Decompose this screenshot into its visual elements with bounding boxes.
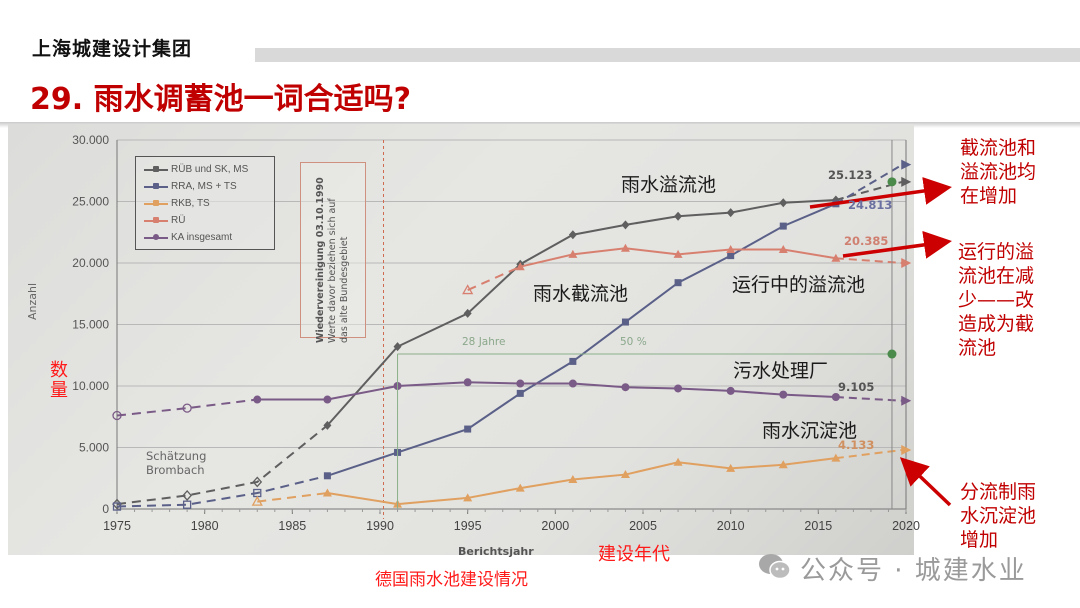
x-tick-label: 2020: [892, 519, 920, 533]
label-wwtp: 污水处理厂: [733, 360, 829, 382]
y-tick-label: 20.000: [72, 256, 109, 270]
x-tick-label: 1985: [278, 519, 306, 533]
label-operating-overflow: 运行中的溢流池: [732, 274, 866, 296]
value-label-rkb: 4.133: [838, 438, 875, 452]
chart-axes: 0 5.000 10.000 15.000 20.000 25.000 30.000 1975…: [72, 133, 920, 533]
x-tick-label: 1980: [191, 519, 219, 533]
span-percent-label: 50 %: [620, 336, 647, 348]
annotation-arrows: [809, 177, 952, 507]
y-axis-label-cn: 数量: [50, 360, 68, 401]
x-tick-label: 2000: [541, 519, 569, 533]
label-interception-basin: 雨水截流池: [533, 283, 629, 305]
reunification-text-3: das alte Bundesgebiet: [339, 236, 350, 343]
legend-item: KA insgesamt: [136, 229, 274, 246]
y-tick-label: 15.000: [72, 318, 109, 332]
chart-series: [112, 159, 912, 511]
legend-swatch-icon: [144, 199, 168, 206]
x-axis-label: Berichtsjahr: [458, 545, 534, 558]
side-note-increase: 截流池和 溢流池均 在增加: [960, 137, 1037, 207]
legend-item: RÜB und SK, MS: [136, 161, 274, 178]
span-years-label: 28 Jahre: [462, 336, 506, 348]
chart-legend: RÜB und SK, MS RRA, MS + TS RKB, TS RÜ KA in…: [135, 156, 275, 250]
reunification-text-2: Werte davor beziehen sich auf: [327, 198, 338, 343]
y-tick-label: 10.000: [72, 379, 109, 393]
label-overflow-basin: 雨水溢流池: [621, 174, 717, 196]
x-tick-label: 1995: [454, 519, 482, 533]
value-label-rra: 24.813: [848, 198, 893, 212]
page-title: 29. 雨水调蓄池一词合适吗?: [30, 82, 411, 117]
legend-swatch-icon: [144, 165, 168, 172]
watermark-text: 公众号 · 城建水业: [800, 556, 1027, 586]
chart-caption: 德国雨水池建设情况: [375, 570, 528, 590]
legend-label: RRA, MS + TS: [171, 181, 237, 192]
side-note-decrease: 运行的溢 流池在减 少——改 造成为截 流池: [958, 241, 1035, 359]
y-axis-label: Anzahl: [26, 282, 39, 320]
x-tick-label: 2005: [629, 519, 657, 533]
y-tick-label: 30.000: [72, 133, 109, 147]
x-tick-label: 1990: [366, 519, 394, 533]
legend-label: KA insgesamt: [171, 232, 233, 243]
reunification-note: Wiedervereinigung 03.10.1990 Werte davor…: [300, 162, 366, 343]
legend-label: RKB, TS: [171, 198, 210, 209]
company-brand: 上海城建设计集团: [32, 38, 193, 60]
side-note-sedimentation: 分流制雨 水沉淀池 增加: [960, 481, 1037, 551]
value-label-ka: 9.105: [838, 380, 875, 394]
x-axis-label-cn: 建设年代: [598, 544, 670, 565]
x-tick-label: 2015: [804, 519, 832, 533]
x-tick-label: 1975: [103, 519, 131, 533]
y-tick-label: 0: [102, 502, 109, 516]
legend-label: RÜ: [171, 215, 186, 226]
legend-swatch-icon: [144, 216, 168, 223]
y-tick-label: 25.000: [72, 195, 109, 209]
x-tick-label: 2010: [717, 519, 745, 533]
header-divider-bar: [255, 48, 1080, 62]
legend-swatch-icon: [144, 233, 168, 240]
value-label-rueb: 25.123: [828, 168, 873, 182]
wechat-icon: [759, 554, 791, 580]
legend-item: RRA, MS + TS: [136, 178, 274, 195]
label-sedimentation: 雨水沉淀池: [762, 420, 858, 442]
value-label-ru: 20.385: [844, 234, 889, 248]
legend-item: RÜ: [136, 212, 274, 229]
y-tick-label: 5.000: [79, 441, 109, 455]
estimate-label-1: Schätzung: [146, 449, 207, 463]
estimate-label-2: Brombach: [146, 463, 205, 477]
legend-label: RÜB und SK, MS: [171, 164, 249, 175]
reunification-text-1: Wiedervereinigung 03.10.1990: [315, 177, 326, 343]
legend-item: RKB, TS: [136, 195, 274, 212]
chart-extras: [397, 140, 897, 509]
legend-swatch-icon: [144, 182, 168, 189]
